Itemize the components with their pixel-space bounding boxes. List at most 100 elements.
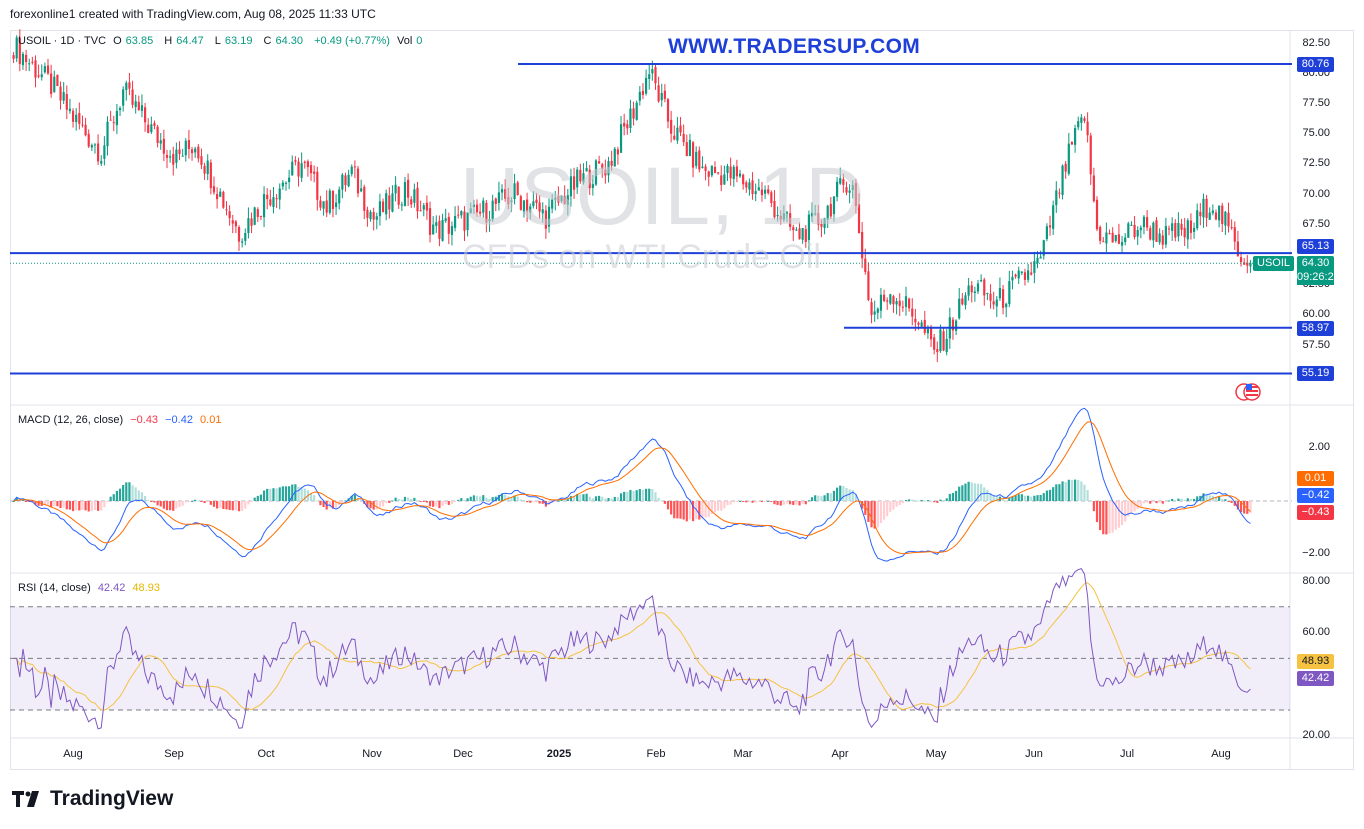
candle-body (475, 204, 479, 213)
macd-histogram-bar (413, 497, 416, 501)
macd-histogram-bar (801, 501, 804, 504)
candle-body (497, 192, 501, 204)
candle-body (18, 37, 21, 64)
candle-body (59, 86, 62, 101)
candle-body (272, 197, 275, 207)
time-tick: Mar (733, 748, 753, 760)
candle-body (857, 204, 861, 234)
candle-body (804, 229, 807, 242)
macd-histogram-bar (638, 489, 641, 501)
candle-body (763, 189, 767, 194)
candle-body (247, 218, 250, 234)
candle-body (472, 204, 475, 208)
macd-histogram-bar (585, 493, 588, 501)
macd-histogram-bar (654, 492, 657, 501)
legend-change: +0.49 (+0.77%) (314, 35, 390, 47)
candle-body (1080, 117, 1083, 123)
candle-body (839, 178, 842, 184)
candle-body (488, 219, 491, 222)
candle-body (1055, 190, 1058, 206)
macd-histogram-bar (1108, 501, 1111, 534)
macd-histogram-bar (1061, 481, 1064, 501)
macd-histogram-bar (12, 501, 15, 502)
rsi-legend[interactable]: RSI (14, close) 42.42 48.93 (18, 582, 164, 594)
macd-histogram-bar (219, 501, 222, 508)
legend-close: 64.30 (275, 35, 303, 47)
candle-body (413, 189, 416, 203)
macd-histogram-bar (187, 501, 191, 502)
candle-body (1020, 271, 1023, 274)
macd-histogram-bar (1249, 501, 1252, 514)
macd-hist-tag: −0.43 (1297, 505, 1334, 520)
rsi-tick: 80.00 (1302, 575, 1330, 587)
candle-body (450, 226, 454, 235)
macd-histogram-bar (1180, 498, 1183, 501)
macd-histogram-bar (209, 501, 212, 505)
candle-body (685, 142, 688, 157)
chart-header: forexonline1 created with TradingView.co… (10, 7, 376, 21)
candle-body (256, 209, 259, 217)
macd-histogram-bar (732, 501, 735, 503)
watermark-symbol: USOIL, 1D (460, 151, 866, 242)
candle-body (400, 204, 403, 206)
macd-histogram-bar (757, 501, 760, 502)
macd-histogram-bar (1080, 481, 1083, 501)
candle-body (428, 208, 432, 235)
candle-body (616, 149, 620, 155)
macd-histogram-bar (313, 495, 316, 501)
candle-body (710, 165, 713, 176)
candle-body (165, 154, 169, 158)
macd-histogram-bar (256, 495, 259, 501)
macd-histogram-bar (1161, 501, 1164, 504)
candle-body (1174, 222, 1177, 238)
candle-body (998, 288, 1002, 299)
candle-body (356, 168, 360, 194)
macd-histogram-bar (284, 486, 288, 501)
candle-body (670, 119, 673, 134)
macd-histogram-bar (892, 501, 895, 510)
candle-body (419, 210, 422, 212)
candle-body (1186, 220, 1189, 240)
macd-histogram-bar (1174, 500, 1177, 502)
macd-histogram-bar (53, 501, 56, 506)
macd-histogram-bar (522, 500, 526, 502)
candle-body (222, 191, 225, 208)
candle-body (1214, 212, 1218, 220)
macd-histogram-bar (923, 500, 926, 502)
macd-histogram-bar (1030, 496, 1033, 501)
macd-histogram-bar (566, 499, 569, 501)
macd-histogram-bar (360, 499, 363, 501)
candle-body (1227, 212, 1230, 227)
candle-body (225, 209, 228, 211)
macd-legend[interactable]: MACD (12, 26, close) −0.43 −0.42 0.01 (18, 414, 225, 426)
candle-body (554, 197, 557, 200)
candle-body (958, 298, 961, 319)
candle-body (745, 182, 748, 188)
macd-histogram-bar (773, 501, 776, 505)
candle-body (469, 208, 472, 214)
macd-histogram-bar (131, 485, 134, 501)
macd-histogram-bar (779, 501, 782, 506)
candle-body (366, 209, 369, 218)
macd-histogram-bar (46, 501, 50, 505)
macd-histogram-bar (475, 495, 479, 501)
candle-body (34, 60, 37, 78)
macd-histogram-bar (247, 501, 250, 505)
candle-body (817, 213, 820, 225)
candle-body (15, 37, 18, 59)
candle-body (372, 212, 375, 220)
candle-body (435, 222, 438, 226)
rsi-ma-line (13, 582, 1251, 711)
macd-histogram-bar (958, 486, 961, 501)
candle-body (1027, 270, 1030, 280)
macd-histogram-bar (128, 482, 131, 501)
candle-body (31, 61, 34, 63)
macd-histogram-bar (344, 500, 347, 502)
tradingview-logo[interactable]: TradingView (12, 787, 173, 811)
macd-histogram-bar (876, 501, 879, 528)
macd-histogram-bar (341, 501, 344, 502)
candle-body (654, 67, 657, 84)
legend-symbol[interactable]: USOIL · 1D · TVC (18, 35, 107, 47)
us-flag-icon[interactable] (1235, 381, 1261, 403)
macd-histogram-bar (375, 501, 378, 510)
